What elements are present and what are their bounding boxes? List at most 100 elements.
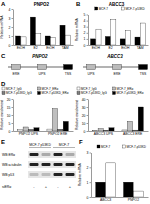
blot-band [66, 173, 75, 176]
y-tick-label: 10 [7, 114, 11, 118]
chart-title: PNPO2 [34, 2, 50, 7]
y-tick: 10 [82, 122, 88, 126]
header-rule [53, 147, 75, 148]
y-tick-mark [12, 115, 14, 116]
y-tick: 5 [84, 13, 88, 17]
blot-row-label: WB:α-tubulin [2, 163, 22, 167]
bars [18, 109, 69, 131]
y-tick: 3 [84, 25, 88, 29]
treatment-label: siERα [2, 185, 11, 189]
legend-swatch [2, 92, 5, 95]
y-tick: 1 [87, 181, 91, 185]
y-tick: 0 [9, 44, 13, 48]
blot-strip [28, 171, 76, 178]
blot-band [30, 153, 39, 156]
x-tick: E2 [34, 45, 38, 50]
legend-swatch [123, 145, 126, 148]
bar [65, 35, 70, 45]
y-tick: 2 [87, 166, 91, 170]
x-tick-label: TAM [137, 46, 144, 50]
legend-item: MCF-7-p53KD_ERα [113, 91, 144, 95]
y-tick-mark [12, 9, 14, 10]
legend-label: MCF-7-p53KD_IgG [6, 91, 33, 95]
y-tick-mark [12, 107, 14, 108]
panel-letter: A [1, 1, 6, 7]
y-tick-mark [90, 153, 92, 154]
gene-name: ABCC3 [106, 54, 123, 59]
y-tick: 3 [9, 17, 13, 21]
blot-row-label: WB:p53 [2, 173, 14, 177]
y-tick-label: 4 [84, 19, 86, 23]
figure: APNPO201234EtOHE2EtOHTAMRelative mRNABAB… [0, 0, 150, 204]
bar [23, 127, 28, 131]
bar [51, 38, 56, 45]
y-tick-label: 0 [9, 130, 11, 134]
y-tick: 10 [7, 114, 13, 118]
legend-item: MCF-7-p53KD [123, 145, 147, 149]
legend-label: MCF-7_ERα [117, 87, 134, 91]
bar [122, 130, 127, 131]
y-axis-title: Relative enrichment [75, 100, 79, 130]
bar [120, 39, 125, 45]
blot-row-label: WB:ERα [2, 153, 15, 157]
y-tick-mark [87, 99, 89, 100]
legend-item: MCF-7-p53KD_IgG [77, 91, 108, 95]
x-tick: EtOH [17, 45, 26, 50]
y-tick: 30 [82, 106, 88, 110]
blot-band [66, 163, 75, 166]
y-axis-title: Relative mRNA [78, 162, 82, 186]
legend-label: MCF-7-p53KD_IgG [81, 91, 108, 95]
x-tick: EtOH [92, 45, 101, 50]
x-tick: ABCC3 [100, 197, 111, 202]
element-label: ERE [114, 72, 122, 76]
bar [104, 130, 109, 131]
y-tick: 20 [82, 114, 88, 118]
y-tick-label: 20 [82, 114, 86, 118]
bar [123, 182, 133, 197]
header-rule [29, 147, 51, 148]
bar [138, 107, 143, 131]
bar [52, 109, 57, 131]
y-tick-label: 2 [87, 166, 89, 170]
x-tick-label: ABCC3 UPS [94, 132, 114, 136]
legend: MCF-7MCF-7-p53KD [95, 7, 146, 11]
legend-label: MCF-7_ERα [42, 87, 59, 91]
chart: DMCF-7_IgGMCF-7_ERαMCF-7-p53KD_IgGMCF-7-… [0, 81, 74, 136]
y-tick: 4 [84, 19, 88, 23]
y-tick: 2 [84, 31, 88, 35]
y-tick-label: 2 [84, 31, 86, 35]
y-axis: 010203040 [82, 98, 89, 134]
element-label: UPS [39, 72, 47, 76]
legend-label: MCF-7_IgG [6, 87, 22, 91]
element-box [113, 65, 122, 70]
y-tick: 0 [84, 44, 88, 48]
y-tick-label: 3 [84, 25, 86, 29]
y-tick-label: 0 [84, 130, 86, 134]
bars [93, 107, 144, 131]
x-axis: EtOHE2EtOHTAM [89, 45, 149, 50]
y-tick-mark [87, 123, 89, 124]
legend-swatch [38, 87, 41, 90]
bar [18, 129, 23, 131]
bar [34, 128, 39, 131]
legend-swatch [95, 7, 98, 10]
y-axis-line [88, 15, 89, 46]
bars [90, 19, 145, 45]
x-tick: EtOH [121, 45, 130, 50]
bar [63, 121, 68, 131]
legend-item: MCF-7-p53KD [121, 7, 145, 11]
y-axis: 0123 [87, 151, 92, 200]
bar [96, 182, 106, 197]
element-label: TSS [65, 72, 72, 76]
x-tick-label: EtOH [121, 46, 130, 50]
bar [47, 129, 52, 131]
y-axis-line [13, 10, 14, 46]
legend-item: MCF-7_ERα [113, 87, 134, 91]
bar [90, 39, 95, 45]
y-axis: 05101520 [7, 98, 14, 134]
y-tick-mark [12, 45, 14, 46]
bar [134, 191, 144, 197]
legend: MCF-7_IgGMCF-7_ERαMCF-7-p53KD_IgGMCF-7-p… [77, 87, 144, 96]
blot-band [42, 173, 51, 176]
y-tick-mark [87, 39, 89, 40]
